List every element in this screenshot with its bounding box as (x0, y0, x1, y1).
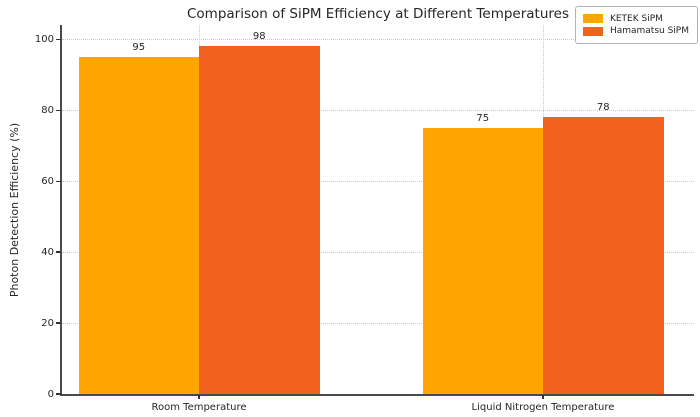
y-tick-label: 80 (41, 104, 54, 116)
bar-ketek-sipm (422, 127, 543, 394)
bar-hamamatsu-sipm (543, 117, 664, 394)
legend-entry: KETEK SiPM (582, 13, 689, 24)
legend-label: Hamamatsu SiPM (609, 26, 689, 36)
x-axis-spine (60, 394, 695, 396)
y-gridline (62, 251, 694, 253)
y-tick-label: 20 (41, 317, 54, 329)
bar-hamamatsu-sipm (199, 46, 320, 394)
y-tick-mark (56, 322, 61, 324)
x-tick-mark (198, 395, 200, 399)
legend-swatch-icon (582, 14, 603, 23)
y-tick-label: 60 (41, 175, 54, 187)
y-tick-mark (56, 38, 61, 40)
bar-value-label: 98 (252, 31, 266, 43)
y-tick-mark (56, 251, 61, 253)
y-tick-mark (56, 393, 61, 395)
y-gridline (62, 38, 694, 40)
y-tick-mark (56, 180, 61, 182)
y-gridline (62, 322, 694, 324)
legend: KETEK SiPM Hamamatsu SiPM (574, 6, 698, 44)
bar-value-label: 75 (476, 112, 490, 124)
bar-ketek-sipm (78, 56, 199, 394)
y-tick-label: 0 (47, 388, 54, 400)
chart-title: Comparison of SiPM Efficiency at Differe… (186, 6, 569, 22)
x-tick-label: Liquid Nitrogen Temperature (471, 402, 615, 413)
legend-swatch-icon (582, 26, 603, 36)
x-tick-label: Room Temperature (151, 402, 247, 413)
legend-entry: Hamamatsu SiPM (582, 26, 689, 36)
legend-label: KETEK SiPM (609, 13, 663, 24)
bar-value-label: 78 (596, 102, 610, 114)
y-gridline (62, 180, 694, 182)
y-axis-spine (60, 25, 62, 396)
x-tick-mark (542, 395, 544, 399)
plot-area: 0 20 40 60 80 100 Room Temperature Liquid Nitro… (35, 25, 695, 413)
y-gridline (62, 109, 694, 111)
y-tick-label: 40 (41, 246, 54, 258)
y-tick-mark (56, 109, 61, 111)
y-tick-label: 100 (34, 33, 54, 45)
bar-value-label: 95 (132, 41, 146, 53)
legend-entries: KETEK SiPM Hamamatsu SiPM (582, 13, 689, 36)
